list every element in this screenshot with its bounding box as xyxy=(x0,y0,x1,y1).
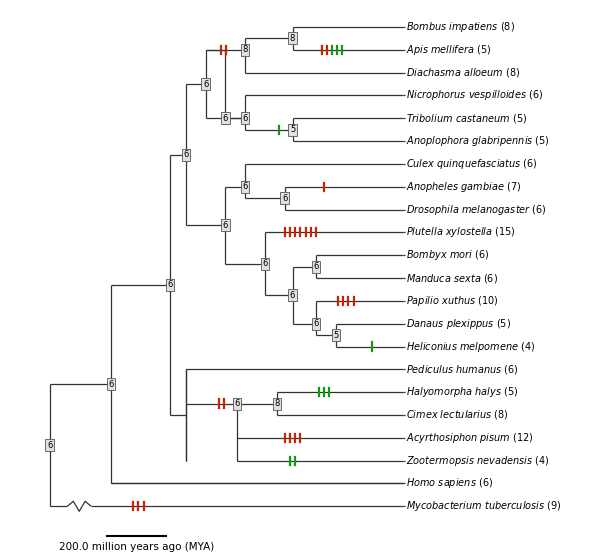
Text: 6: 6 xyxy=(235,399,240,408)
Text: 200.0 million years ago (MYA): 200.0 million years ago (MYA) xyxy=(59,541,214,551)
Text: 6: 6 xyxy=(242,114,248,123)
Text: 6: 6 xyxy=(314,262,319,271)
Text: 6: 6 xyxy=(203,80,208,89)
Text: $\it{Nicrophorus\ vespilloides}$ (6): $\it{Nicrophorus\ vespilloides}$ (6) xyxy=(406,89,544,102)
Text: 6: 6 xyxy=(183,150,188,159)
Text: $\it{Drosophila\ melanogaster}$ (6): $\it{Drosophila\ melanogaster}$ (6) xyxy=(406,203,547,217)
Text: $\it{Acyrthosiphon\ pisum}$ (12): $\it{Acyrthosiphon\ pisum}$ (12) xyxy=(406,431,534,445)
Text: $\it{Culex\ quinquefasciatus}$ (6): $\it{Culex\ quinquefasciatus}$ (6) xyxy=(406,157,538,171)
Text: $\it{Pediculus\ humanus}$ (6): $\it{Pediculus\ humanus}$ (6) xyxy=(406,363,519,376)
Text: 6: 6 xyxy=(167,280,173,289)
Text: $\it{Papilio\ xuthus}$ (10): $\it{Papilio\ xuthus}$ (10) xyxy=(406,294,499,308)
Text: $\it{Zootermopsis\ nevadensis}$ (4): $\it{Zootermopsis\ nevadensis}$ (4) xyxy=(406,453,550,468)
Text: 8: 8 xyxy=(274,399,280,408)
Text: $\it{Heliconius\ melpomene}$ (4): $\it{Heliconius\ melpomene}$ (4) xyxy=(406,340,536,354)
Text: $\it{Cimex\ lectularius}$ (8): $\it{Cimex\ lectularius}$ (8) xyxy=(406,408,509,422)
Text: 8: 8 xyxy=(242,45,248,55)
Text: 6: 6 xyxy=(282,194,287,203)
Text: 6: 6 xyxy=(290,291,295,300)
Text: 6: 6 xyxy=(314,319,319,328)
Text: $\it{Halyomorpha\ halys}$ (5): $\it{Halyomorpha\ halys}$ (5) xyxy=(406,385,519,399)
Text: $\it{Danaus\ plexippus}$ (5): $\it{Danaus\ plexippus}$ (5) xyxy=(406,317,511,331)
Text: $\it{Tribolium\ castaneum}$ (5): $\it{Tribolium\ castaneum}$ (5) xyxy=(406,112,527,125)
Text: 6: 6 xyxy=(47,441,52,449)
Text: $\it{Anoplophora\ glabripennis}$ (5): $\it{Anoplophora\ glabripennis}$ (5) xyxy=(406,134,550,148)
Text: $\it{Plutella\ xylostella}$ (15): $\it{Plutella\ xylostella}$ (15) xyxy=(406,226,516,240)
Text: $\it{Anopheles\ gambiae}$ (7): $\it{Anopheles\ gambiae}$ (7) xyxy=(406,180,521,194)
Text: 5: 5 xyxy=(290,125,295,134)
Text: 6: 6 xyxy=(242,182,248,191)
Text: $\it{Bombyx\ mori}$ (6): $\it{Bombyx\ mori}$ (6) xyxy=(406,248,490,262)
Text: $\it{Manduca\ sexta}$ (6): $\it{Manduca\ sexta}$ (6) xyxy=(406,271,499,285)
Text: 6: 6 xyxy=(108,380,113,389)
Text: $\it{Bombus\ impatiens}$ (8): $\it{Bombus\ impatiens}$ (8) xyxy=(406,20,515,34)
Text: $\it{Homo\ sapiens}$ (6): $\it{Homo\ sapiens}$ (6) xyxy=(406,476,493,490)
Text: $\it{Mycobacterium\ tuberculosis}$ (9): $\it{Mycobacterium\ tuberculosis}$ (9) xyxy=(406,499,562,513)
Text: $\it{Apis\ mellifera}$ (5): $\it{Apis\ mellifera}$ (5) xyxy=(406,43,491,57)
Text: $\it{Diachasma\ alloeum}$ (8): $\it{Diachasma\ alloeum}$ (8) xyxy=(406,66,521,79)
Text: 5: 5 xyxy=(334,331,338,340)
Text: 6: 6 xyxy=(262,259,268,268)
Text: 8: 8 xyxy=(290,34,295,43)
Text: 6: 6 xyxy=(223,114,228,123)
Text: 6: 6 xyxy=(223,221,228,229)
